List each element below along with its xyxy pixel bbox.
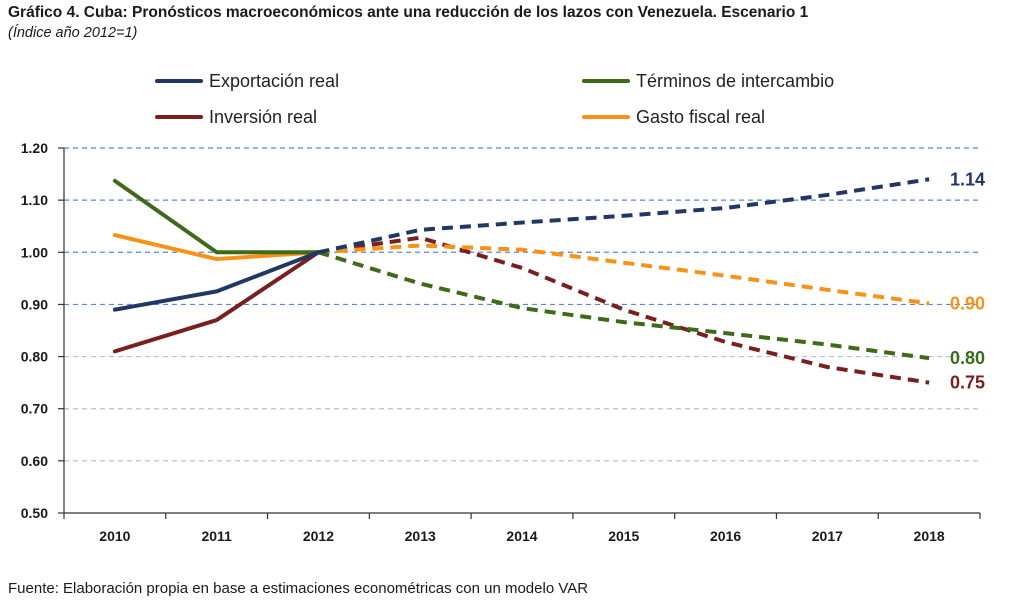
series-line-historical [112,178,321,255]
chart-subtitle: (Índice año 2012=1) [8,25,138,41]
legend-label-exportacion: Exportación real [209,70,340,91]
series-line-forecast [318,243,930,306]
legend-swatch-inversion [155,115,203,119]
x-tick-label: 2017 [812,528,843,544]
end-value-label: 1.14 [950,169,985,189]
x-tick-label: 2018 [914,528,945,544]
end-value-label: 0.75 [950,373,985,393]
series-line-historical [112,250,321,312]
x-tick-label: 2011 [201,528,232,544]
y-tick-label: 0.60 [21,453,48,469]
series-line-forecast [318,235,930,385]
line-chart: 0.50 0.60 0.70 0.80 0.90 1.00 1.10 1.20 2010 2011… [21,140,985,544]
end-value-label: 0.90 [950,293,985,313]
x-tick-label: 2013 [405,528,436,544]
x-tick-label: 2010 [99,528,130,544]
legend-item-gasto: Gasto fiscal real [582,107,765,127]
x-tick-label: 2012 [303,528,334,544]
y-tick-label: 0.50 [21,505,48,521]
x-tick-label: 2015 [608,528,639,544]
legend-label-inversion: Inversión real [209,106,318,127]
x-tick-label: 2014 [506,528,537,544]
legend-label-terminos: Términos de intercambio [636,70,835,91]
chart-title: Gráfico 4. Cuba: Pronósticos macroeconóm… [8,4,809,21]
series-line-forecast [317,250,930,361]
y-tick-label: 1.10 [21,192,48,208]
legend-swatch-terminos [582,79,630,83]
series-line-historical [112,233,321,262]
y-tick-label: 1.20 [21,140,48,156]
series-line-historical [112,250,321,354]
legend-item-exportacion: Exportación real [155,71,339,91]
legend-label-gasto: Gasto fiscal real [636,106,766,127]
legend-swatch-gasto [582,115,630,119]
y-tick-label: 0.70 [21,401,48,417]
source-note: Fuente: Elaboración propia en base a est… [8,580,589,597]
y-tick-label: 0.80 [21,349,48,365]
legend-swatch-exportacion [155,79,203,83]
y-tick-label: 1.00 [21,244,48,260]
series-line-forecast [318,177,930,255]
x-tick-label: 2016 [710,528,741,544]
legend-item-inversion: Inversión real [155,107,317,127]
end-value-label: 0.80 [950,348,985,368]
y-tick-label: 0.90 [21,296,48,312]
legend-item-terminos: Términos de intercambio [582,71,834,91]
